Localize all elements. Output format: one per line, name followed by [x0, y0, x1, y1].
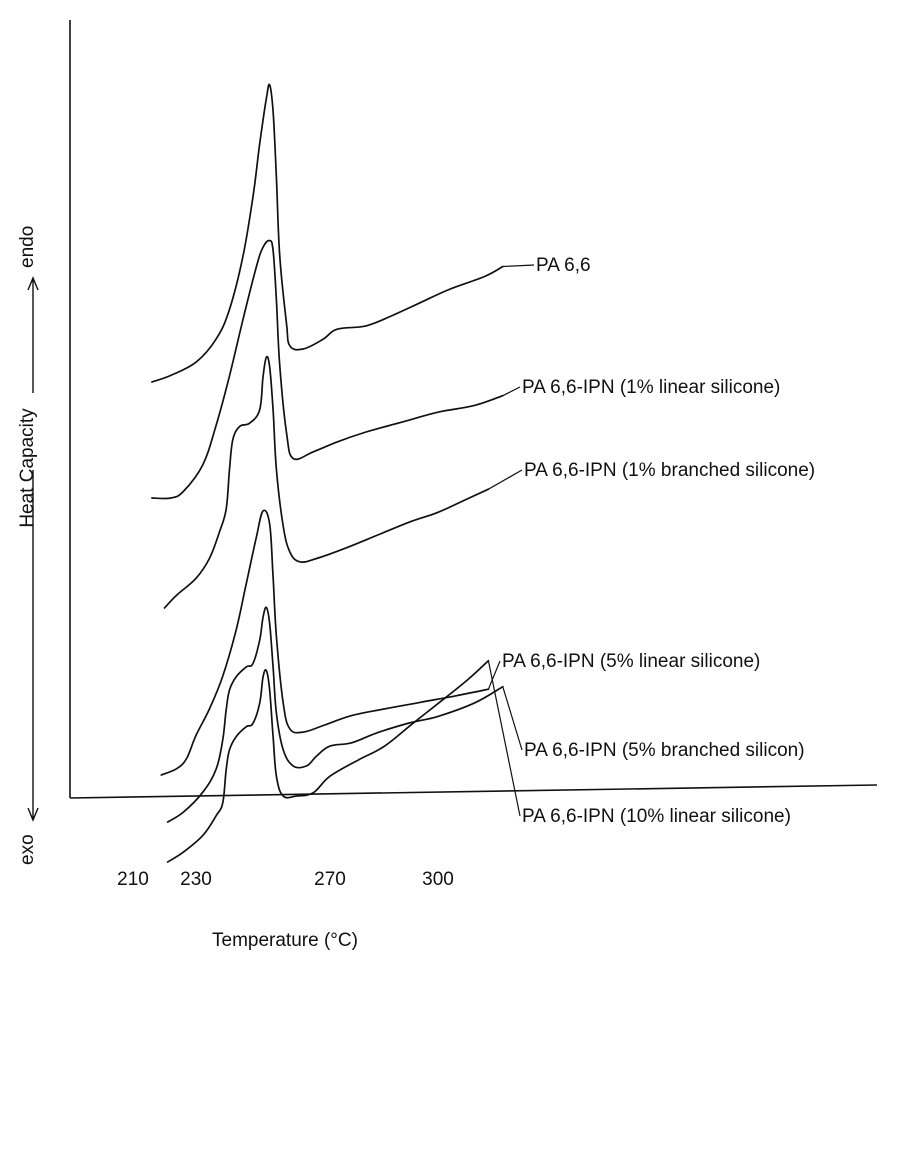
series-label-leader: [502, 686, 523, 751]
series-curve: [151, 83, 504, 383]
series-curve: [151, 239, 504, 500]
series-curves: [151, 83, 504, 863]
series-curve: [160, 509, 490, 776]
series-label-leader: [487, 660, 501, 690]
series-curve: [166, 659, 490, 863]
series-curve: [163, 355, 490, 609]
series-label: PA 6,6-IPN (5% branched silicon): [524, 740, 805, 761]
series-label-leader: [487, 660, 521, 817]
x-tick-labels: 210 230 270 300: [117, 869, 454, 890]
x-tick-label: 270: [314, 869, 346, 890]
y-axis-arrow-down: [27, 470, 39, 822]
x-tick-label: 300: [422, 869, 454, 890]
series-label: PA 6,6-IPN (1% branched silicone): [524, 460, 815, 481]
series-label-leader: [502, 386, 521, 397]
series-label: PA 6,6-IPN (5% linear silicone): [502, 651, 760, 672]
series-label: PA 6,6-IPN (10% linear silicone): [522, 806, 791, 827]
x-tick-label: 210: [117, 869, 149, 890]
series-label-leader: [502, 264, 535, 268]
x-tick-label: 230: [180, 869, 212, 890]
series-label: PA 6,6-IPN (1% linear silicone): [522, 377, 780, 398]
series-labels: PA 6,6 PA 6,6-IPN (1% linear silicone) PA …: [487, 255, 815, 827]
series-curve: [166, 606, 504, 823]
series-label: PA 6,6: [536, 255, 591, 276]
y-axis-annotation: exo Heat Capacity endo: [17, 226, 39, 865]
y-axis-arrow-up: [27, 276, 39, 393]
series-label-leader: [488, 469, 523, 490]
x-axis-title: Temperature (°C): [212, 930, 358, 951]
y-axis-exo-label: exo: [17, 834, 38, 865]
y-axis-endo-label: endo: [17, 226, 38, 268]
x-axis-line: [69, 784, 878, 799]
y-axis-title: Heat Capacity: [17, 408, 38, 528]
